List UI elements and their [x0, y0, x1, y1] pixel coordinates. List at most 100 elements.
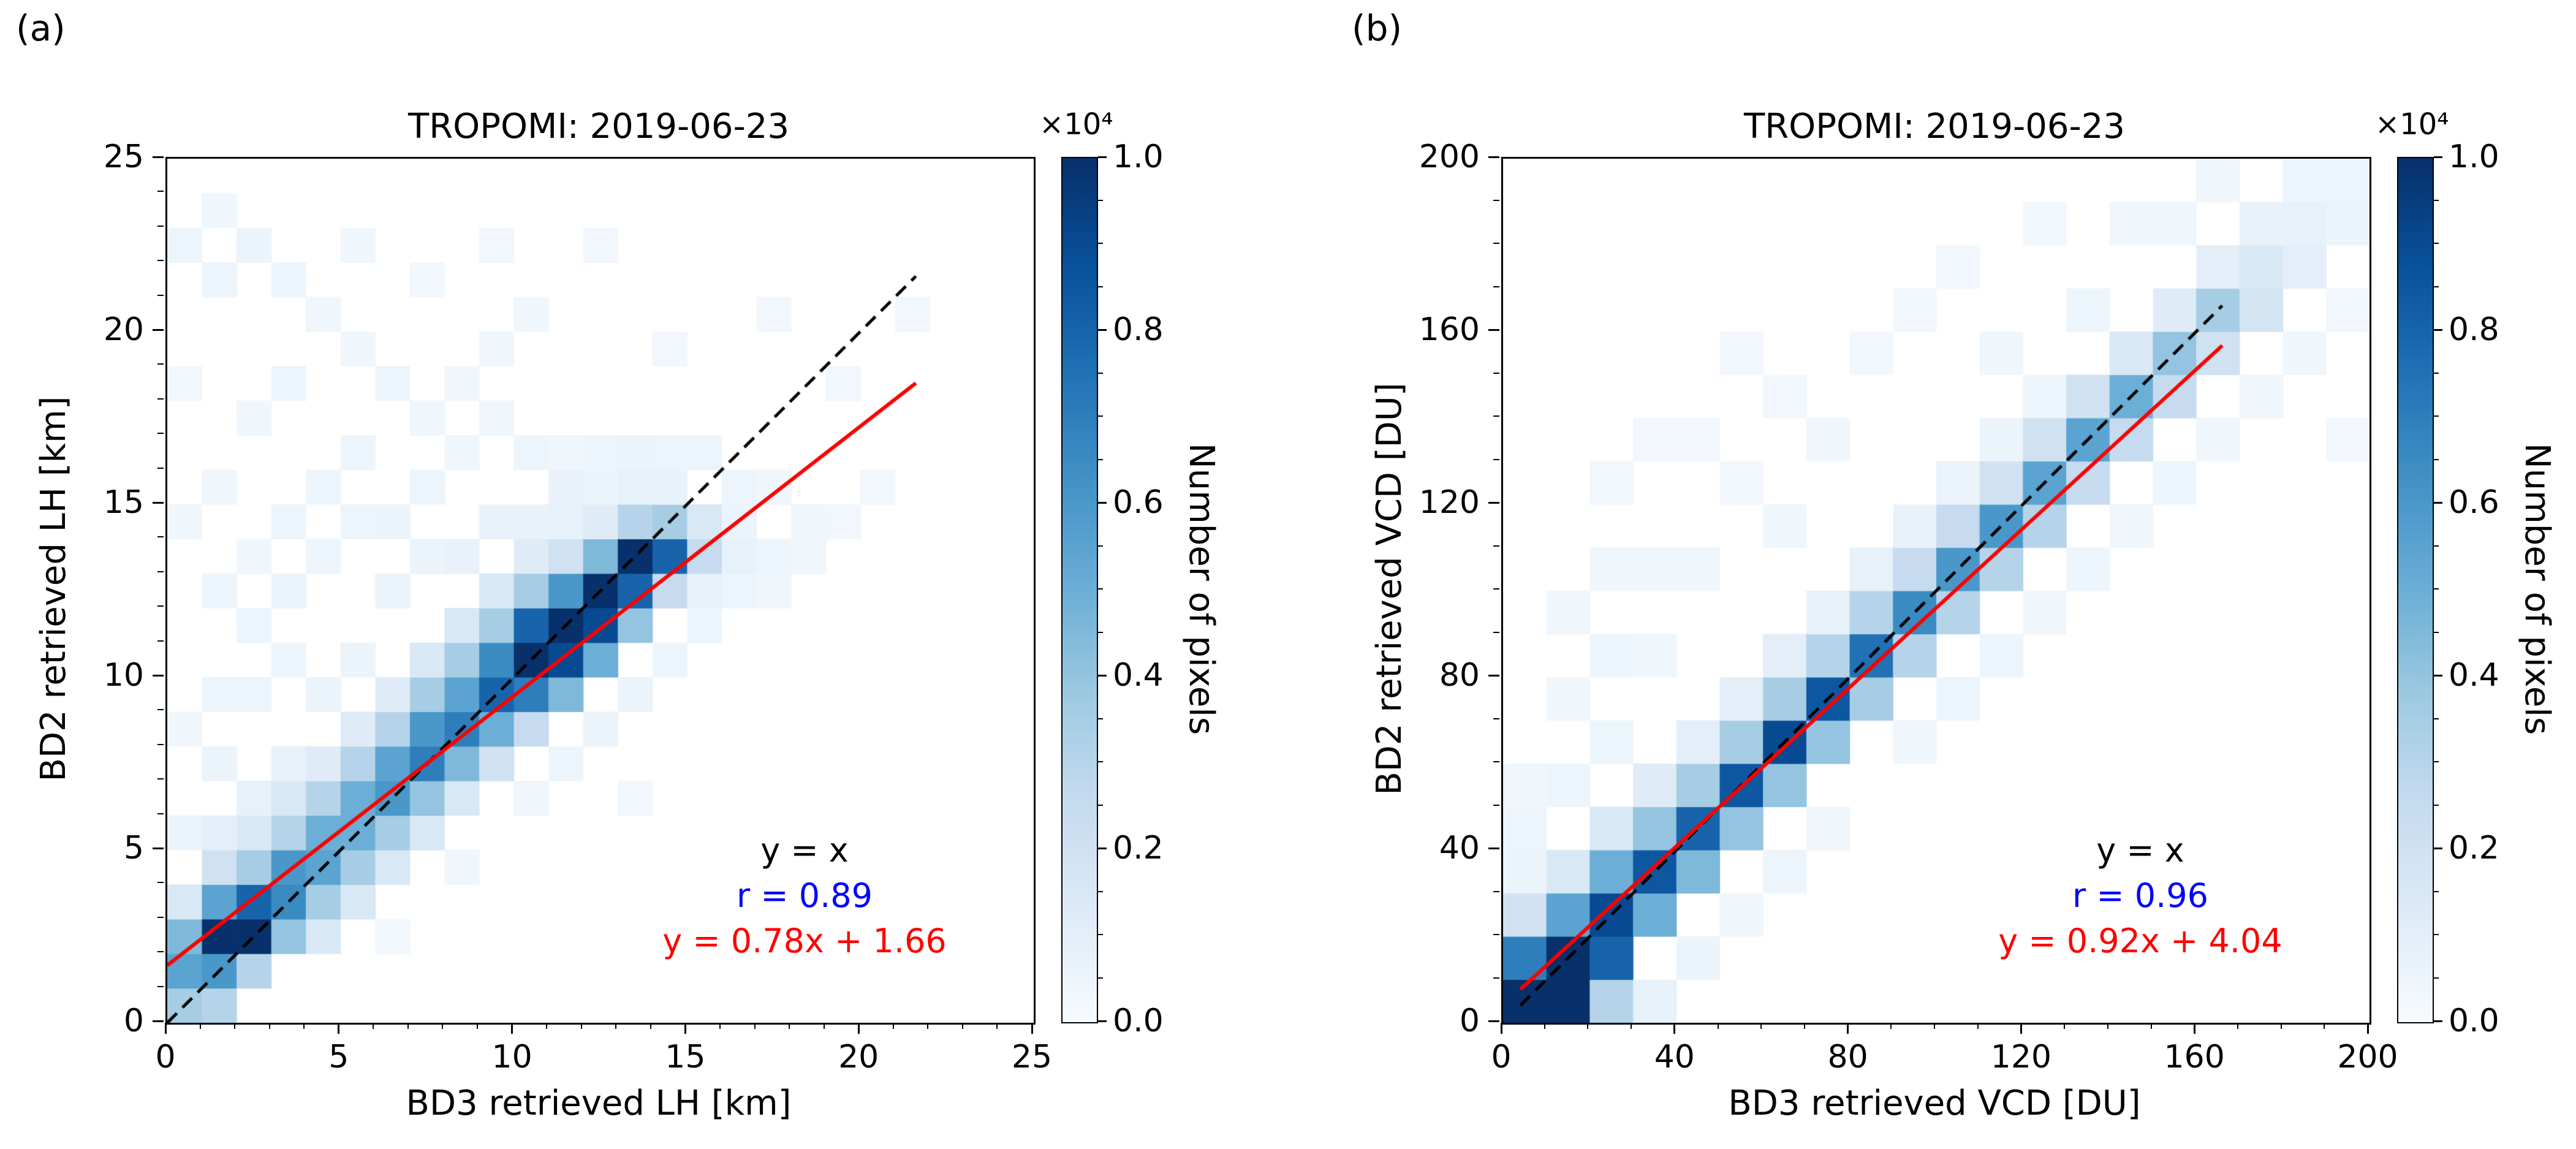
x-minor-tick — [1717, 1023, 1719, 1029]
x-major-tick — [684, 1023, 686, 1034]
colorbar-tick-label: 0.8 — [2449, 311, 2499, 348]
x-minor-tick — [442, 1023, 444, 1029]
y-minor-tick — [157, 536, 164, 538]
colorbar-minor-tick — [2434, 545, 2439, 547]
colorbar-minor-tick — [1098, 545, 1103, 547]
colorbar-minor-tick — [1098, 415, 1103, 417]
y-major-tick — [153, 1020, 164, 1022]
y-tick-label: 15 — [103, 484, 144, 521]
x-tick-label: 10 — [491, 1039, 532, 1075]
y-minor-tick — [157, 709, 164, 711]
x-minor-tick — [2280, 1023, 2282, 1029]
colorbar-minor-tick — [1098, 243, 1103, 244]
x-minor-tick — [373, 1023, 374, 1029]
y-minor-tick — [157, 225, 164, 227]
y-minor-tick — [1493, 804, 1499, 806]
y-minor-tick — [1493, 890, 1499, 892]
x-major-tick — [164, 1023, 167, 1034]
y-tick-label: 120 — [1419, 484, 1480, 521]
x-minor-tick — [927, 1023, 929, 1029]
x-minor-tick — [961, 1023, 963, 1029]
x-minor-tick — [650, 1023, 651, 1029]
colorbar-minor-tick — [1098, 890, 1103, 892]
x-axis-label: BD3 retrieved VCD [DU] — [1728, 1083, 2141, 1123]
x-minor-tick — [1934, 1023, 1935, 1029]
plot-area: y = x r = 0.96 y = 0.92x + 4.04 — [1501, 157, 2371, 1025]
x-tick-label: 25 — [1011, 1039, 1053, 1075]
colorbar-minor-tick — [2434, 286, 2439, 287]
y-major-tick — [1488, 1020, 1499, 1022]
y-major-tick — [153, 156, 164, 158]
x-minor-tick — [615, 1023, 617, 1029]
y-minor-tick — [1493, 545, 1499, 547]
x-axis-label: BD3 retrieved LH [km] — [406, 1083, 792, 1123]
panel-label: (a) — [16, 7, 66, 49]
y-tick-label: 80 — [1439, 657, 1480, 694]
x-tick-label: 0 — [1491, 1039, 1512, 1075]
colorbar-tick-label: 0.4 — [2449, 657, 2499, 694]
x-minor-tick — [1760, 1023, 1762, 1029]
colorbar-major-tick — [2434, 501, 2442, 504]
colorbar-minor-tick — [1098, 977, 1103, 979]
y-minor-tick — [1493, 761, 1499, 762]
identity-annotation: y = x — [2096, 831, 2184, 870]
x-major-tick — [857, 1023, 860, 1034]
colorbar-tick-label: 1.0 — [2449, 138, 2499, 175]
x-major-tick — [1673, 1023, 1676, 1034]
y-major-tick — [153, 674, 164, 677]
y-tick-label: 10 — [103, 657, 144, 694]
x-minor-tick — [234, 1023, 236, 1029]
correlation-annotation: r = 0.89 — [736, 876, 873, 915]
colorbar-minor-tick — [2434, 631, 2439, 633]
x-minor-tick — [2237, 1023, 2238, 1029]
colorbar-minor-tick — [2434, 718, 2439, 719]
plot-title: TROPOMI: 2019-06-23 — [1744, 107, 2125, 146]
y-minor-tick — [157, 433, 164, 434]
y-axis-label: BD2 retrieved VCD [DU] — [1369, 382, 1409, 795]
colorbar-tick-label: 0.2 — [1113, 830, 1164, 866]
y-major-tick — [153, 501, 164, 504]
x-minor-tick — [303, 1023, 305, 1029]
x-major-tick — [2193, 1023, 2195, 1034]
x-minor-tick — [892, 1023, 894, 1029]
y-minor-tick — [157, 398, 164, 400]
y-tick-label: 0 — [123, 1003, 144, 1039]
colorbar-minor-tick — [2434, 761, 2439, 762]
plot-title: TROPOMI: 2019-06-23 — [408, 107, 789, 146]
y-minor-tick — [157, 294, 164, 296]
colorbar-minor-tick — [1098, 372, 1103, 374]
x-major-tick — [1847, 1023, 1849, 1034]
colorbar-minor-tick — [2434, 588, 2439, 590]
x-minor-tick — [1977, 1023, 1979, 1029]
y-minor-tick — [157, 985, 164, 987]
y-minor-tick — [1493, 934, 1499, 935]
colorbar-tick-label: 0.6 — [1113, 484, 1164, 521]
colorbar-minor-tick — [1098, 718, 1103, 719]
colorbar-major-tick — [1098, 156, 1107, 158]
annotation-box: y = x r = 0.89 y = 0.78x + 1.66 — [662, 828, 947, 964]
colorbar-scale-label: ×10⁴ — [2375, 107, 2449, 142]
x-minor-tick — [2107, 1023, 2108, 1029]
y-minor-tick — [157, 743, 164, 745]
x-minor-tick — [789, 1023, 790, 1029]
y-minor-tick — [157, 363, 164, 365]
x-minor-tick — [1587, 1023, 1589, 1029]
x-minor-tick — [2324, 1023, 2325, 1029]
x-tick-label: 160 — [2164, 1039, 2225, 1075]
colorbar-major-tick — [1098, 674, 1107, 677]
x-minor-tick — [2150, 1023, 2152, 1029]
x-tick-label: 5 — [328, 1039, 349, 1075]
colorbar-minor-tick — [2434, 243, 2439, 244]
colorbar-major-tick — [2434, 1020, 2442, 1022]
y-minor-tick — [1493, 372, 1499, 374]
colorbar-tick-label: 0.4 — [1113, 657, 1164, 694]
colorbar-minor-tick — [1098, 588, 1103, 590]
x-tick-label: 200 — [2337, 1039, 2398, 1075]
y-major-tick — [1488, 501, 1499, 504]
identity-annotation: y = x — [760, 831, 849, 870]
y-minor-tick — [1493, 631, 1499, 633]
y-tick-label: 25 — [103, 138, 144, 175]
colorbar-major-tick — [1098, 501, 1107, 504]
colorbar-tick-label: 0.8 — [1113, 311, 1164, 348]
